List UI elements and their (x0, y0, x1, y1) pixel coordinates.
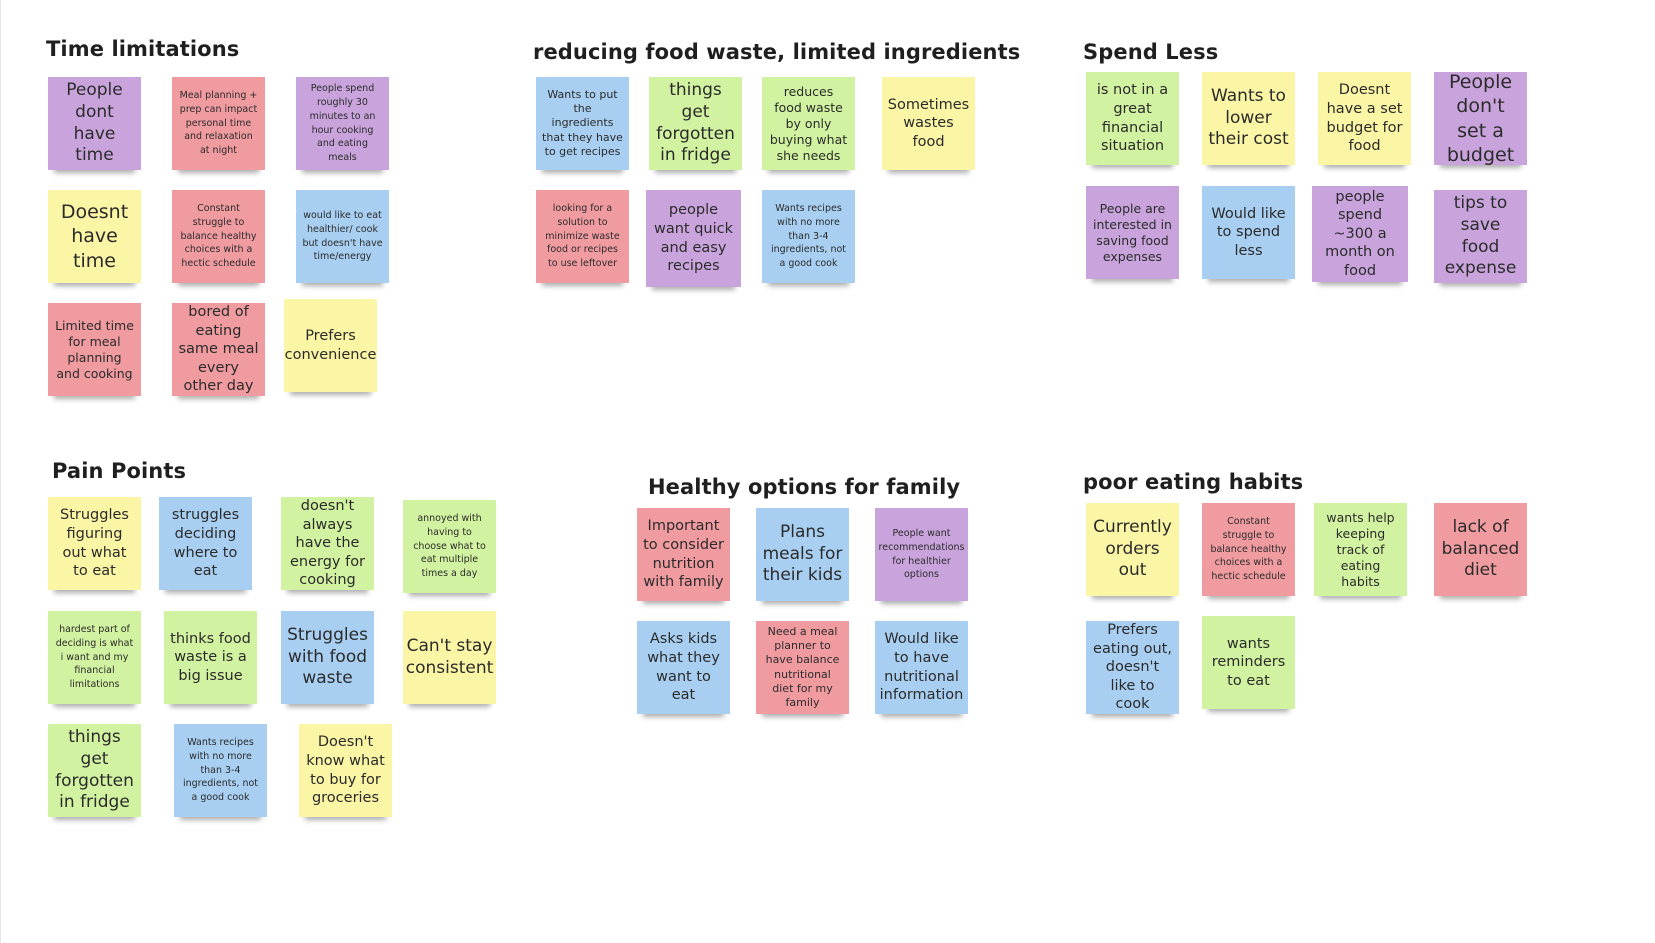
sticky-note[interactable]: wants help keeping track of eating habit… (1314, 503, 1407, 596)
sticky-note[interactable]: Doesn't know what to buy for groceries (299, 724, 392, 817)
sticky-note[interactable]: Important to consider nutrition with fam… (637, 508, 730, 601)
sticky-note[interactable]: Struggles with food waste (281, 611, 374, 704)
sticky-note[interactable]: Would like to have nutritional informati… (875, 621, 968, 714)
sticky-note[interactable]: Sometimes wastes food (882, 77, 975, 170)
sticky-note[interactable]: People don't set a budget (1434, 72, 1527, 165)
sticky-note[interactable]: people spend ~300 a month on food (1312, 186, 1408, 282)
sticky-note[interactable]: Asks kids what they want to eat (637, 621, 730, 714)
sticky-note[interactable]: Constant struggle to balance healthy cho… (172, 190, 265, 283)
sticky-note[interactable]: Wants to lower their cost (1202, 72, 1295, 165)
sticky-note[interactable]: Can't stay consistent (403, 611, 496, 704)
sticky-note[interactable]: things get forgotten in fridge (649, 77, 742, 170)
sticky-note[interactable]: Would like to spend less (1202, 186, 1295, 279)
sticky-note[interactable]: bored of eating same meal every other da… (172, 303, 265, 396)
sticky-note[interactable]: Prefers eating out, doesn't like to cook (1086, 621, 1179, 714)
sticky-note[interactable]: People want recommendations for healthie… (875, 508, 968, 601)
sticky-note[interactable]: Meal planning + prep can impact personal… (172, 77, 265, 170)
group-title-spend-less: Spend Less (1083, 40, 1219, 64)
sticky-note[interactable]: Wants to put the ingredients that they h… (536, 77, 629, 170)
sticky-note[interactable]: things get forgotten in fridge (48, 724, 141, 817)
sticky-note[interactable]: People spend roughly 30 minutes to an ho… (296, 77, 389, 170)
sticky-note[interactable]: reduces food waste by only buying what s… (762, 77, 855, 170)
sticky-note[interactable]: doesn't always have the energy for cooki… (281, 497, 374, 590)
sticky-note[interactable]: Plans meals for their kids (756, 508, 849, 601)
sticky-note[interactable]: Doesnt have time (48, 190, 141, 283)
group-title-healthy-options: Healthy options for family (648, 475, 961, 499)
sticky-note[interactable]: Prefers convenience (284, 299, 377, 392)
group-title-reducing-food-waste: reducing food waste, limited ingredients (533, 40, 1021, 64)
sticky-note[interactable]: hardest part of deciding is what i want … (48, 611, 141, 704)
sticky-note[interactable]: Wants recipes with no more than 3-4 ingr… (762, 190, 855, 283)
sticky-note[interactable]: people want quick and easy recipes (646, 190, 741, 287)
sticky-note[interactable]: Currently orders out (1086, 503, 1179, 596)
sticky-note[interactable]: struggles deciding where to eat (159, 497, 252, 590)
group-title-poor-eating-habits: poor eating habits (1083, 470, 1304, 494)
sticky-note[interactable]: Wants recipes with no more than 3-4 ingr… (174, 724, 267, 817)
sticky-note[interactable]: Doesnt have a set budget for food (1318, 72, 1411, 165)
sticky-note[interactable]: Constant struggle to balance healthy cho… (1202, 503, 1295, 596)
sticky-note[interactable]: tips to save food expense (1434, 190, 1527, 283)
sticky-note[interactable]: Need a meal planner to have balance nutr… (756, 621, 849, 714)
sticky-note[interactable]: Struggles figuring out what to eat (48, 497, 141, 590)
sticky-note[interactable]: is not in a great financial situation (1086, 72, 1179, 165)
sticky-note[interactable]: lack of balanced diet (1434, 503, 1527, 596)
sticky-note[interactable]: looking for a solution to minimize waste… (536, 190, 629, 283)
group-title-time-limitations: Time limitations (46, 37, 240, 61)
sticky-note[interactable]: Limited time for meal planning and cooki… (48, 303, 141, 396)
sticky-note[interactable]: would like to eat healthier/ cook but do… (296, 190, 389, 283)
sticky-note[interactable]: annoyed with having to choose what to ea… (403, 500, 496, 593)
sticky-note[interactable]: People dont have time (48, 77, 141, 170)
group-title-pain-points: Pain Points (52, 459, 187, 483)
sticky-note[interactable]: thinks food waste is a big issue (164, 611, 257, 704)
sticky-note[interactable]: wants reminders to eat (1202, 616, 1295, 709)
sticky-note[interactable]: People are interested in saving food exp… (1086, 186, 1179, 279)
